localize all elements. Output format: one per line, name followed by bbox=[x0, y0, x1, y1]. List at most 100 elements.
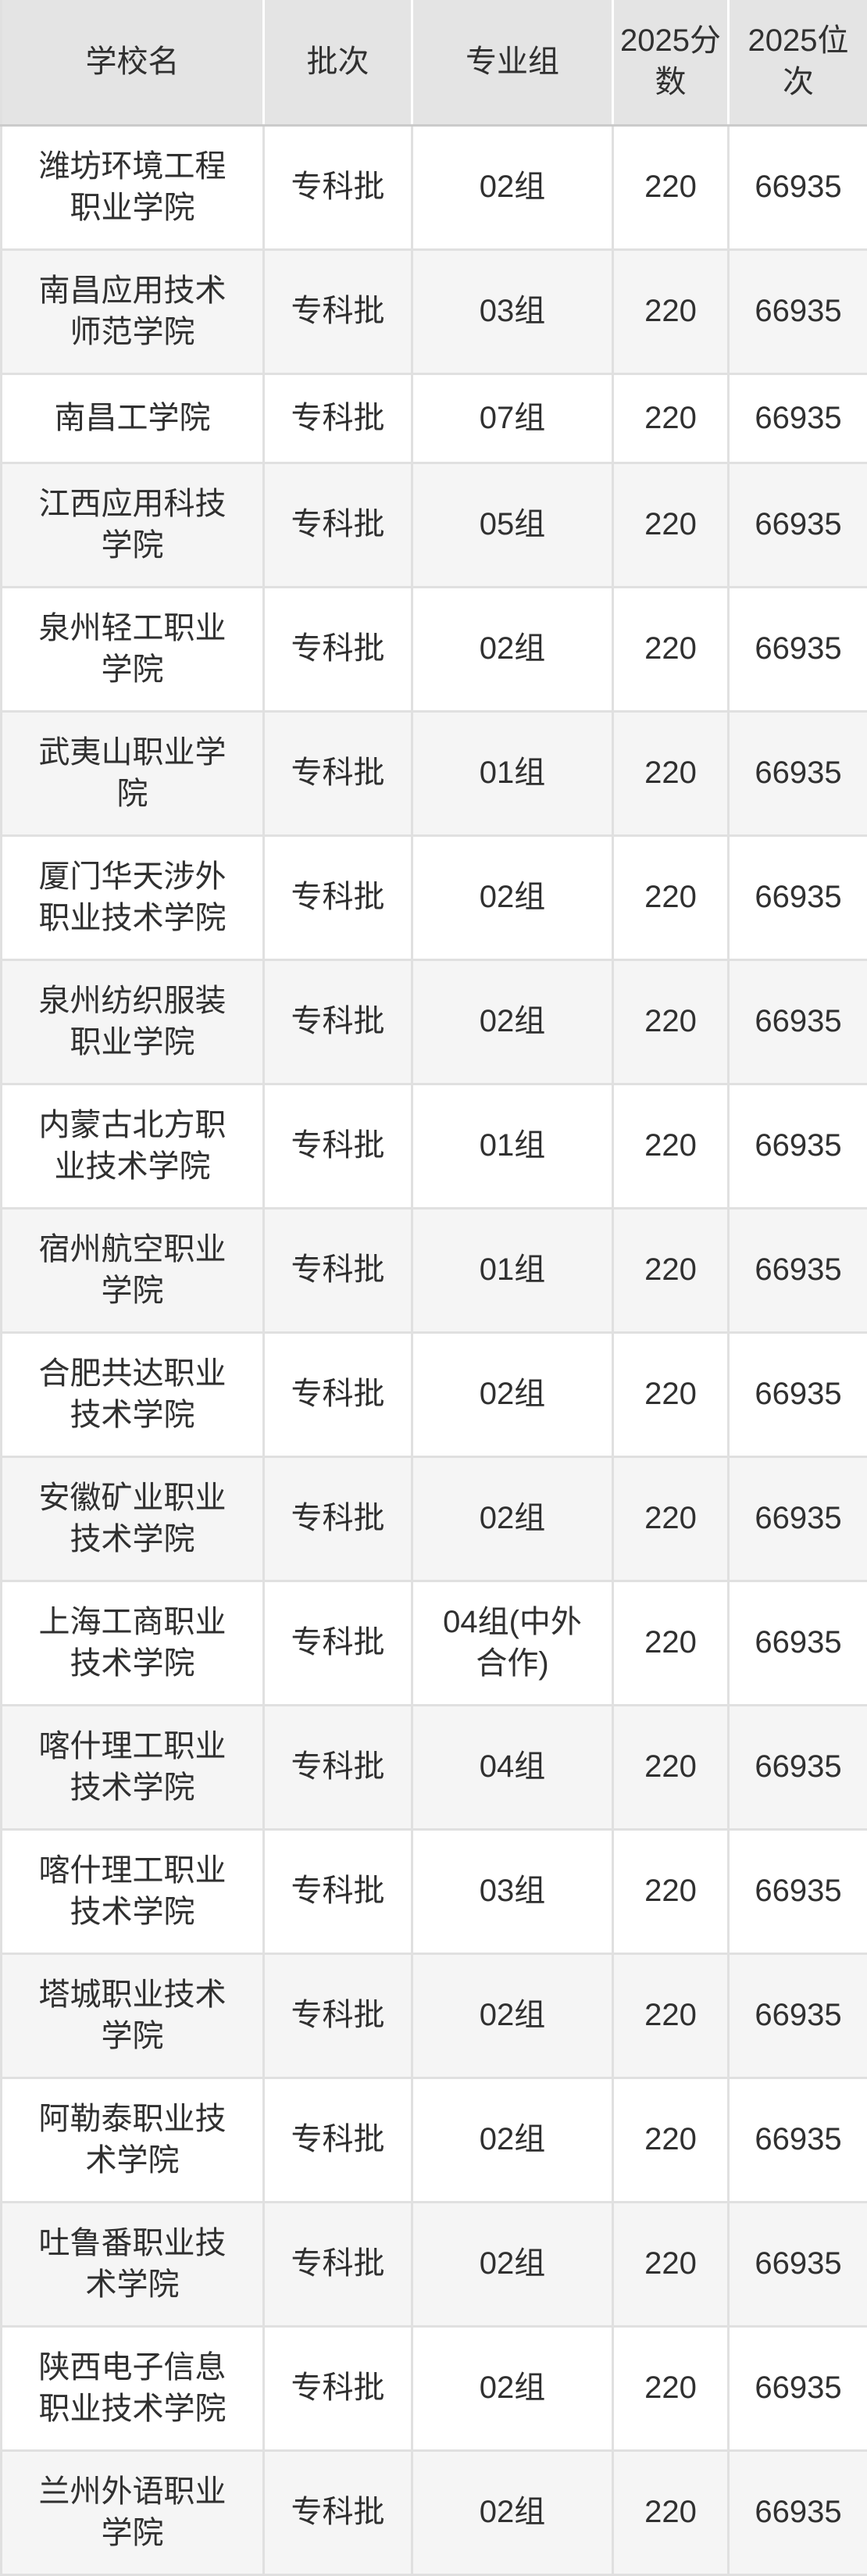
score-cell: 220 bbox=[613, 959, 729, 1084]
batch-cell: 专科批 bbox=[264, 1456, 412, 1581]
school-cell: 厦门华天涉外职业技术学院 bbox=[2, 835, 264, 959]
score-cell: 220 bbox=[613, 2078, 729, 2202]
header-row: 学校名 批次 专业组 2025分数 2025位次 bbox=[2, 0, 867, 125]
table-row: 泉州纺织服装职业学院 专科批 02组 220 66935 bbox=[2, 959, 867, 1084]
score-cell: 220 bbox=[613, 1829, 729, 1953]
school-cell: 塔城职业技术学院 bbox=[2, 1953, 264, 2078]
school-cell: 南昌应用技术师范学院 bbox=[2, 249, 264, 373]
rank-cell: 66935 bbox=[729, 2078, 867, 2202]
batch-cell: 专科批 bbox=[264, 711, 412, 835]
school-cell: 兰州外语职业学院 bbox=[2, 2450, 264, 2574]
table-row: 厦门华天涉外职业技术学院 专科批 02组 220 66935 bbox=[2, 835, 867, 959]
score-cell: 220 bbox=[613, 1456, 729, 1581]
rank-cell: 66935 bbox=[729, 2450, 867, 2574]
batch-cell: 专科批 bbox=[264, 2202, 412, 2326]
score-cell: 220 bbox=[613, 835, 729, 959]
rank-cell: 66935 bbox=[729, 2202, 867, 2326]
score-cell: 220 bbox=[613, 125, 729, 249]
score-cell: 220 bbox=[613, 2326, 729, 2450]
rank-cell: 66935 bbox=[729, 1829, 867, 1953]
score-cell: 220 bbox=[613, 463, 729, 587]
table-row: 喀什理工职业技术学院 专科批 03组 220 66935 bbox=[2, 1829, 867, 1953]
batch-cell: 专科批 bbox=[264, 1829, 412, 1953]
batch-cell: 专科批 bbox=[264, 1084, 412, 1208]
col-header-school: 学校名 bbox=[2, 0, 264, 125]
group-cell: 07组 bbox=[412, 373, 613, 463]
school-cell: 喀什理工职业技术学院 bbox=[2, 1705, 264, 1829]
group-cell: 02组 bbox=[412, 587, 613, 711]
table-row: 上海工商职业技术学院 专科批 04组(中外合作) 220 66935 bbox=[2, 1581, 867, 1705]
score-cell: 220 bbox=[613, 1705, 729, 1829]
score-cell: 220 bbox=[613, 1581, 729, 1705]
group-cell: 02组 bbox=[412, 2450, 613, 2574]
table-row: 宿州航空职业学院 专科批 01组 220 66935 bbox=[2, 1208, 867, 1332]
score-cell: 220 bbox=[613, 1084, 729, 1208]
batch-cell: 专科批 bbox=[264, 1332, 412, 1456]
group-cell: 02组 bbox=[412, 125, 613, 249]
school-cell: 安徽矿业职业技术学院 bbox=[2, 1456, 264, 1581]
group-cell: 02组 bbox=[412, 1332, 613, 1456]
school-cell: 上海工商职业技术学院 bbox=[2, 1581, 264, 1705]
score-cell: 220 bbox=[613, 711, 729, 835]
group-cell: 02组 bbox=[412, 835, 613, 959]
rank-cell: 66935 bbox=[729, 463, 867, 587]
score-cell: 220 bbox=[613, 249, 729, 373]
rank-cell: 66935 bbox=[729, 1953, 867, 2078]
table-row: 陕西电子信息职业技术学院 专科批 02组 220 66935 bbox=[2, 2326, 867, 2450]
batch-cell: 专科批 bbox=[264, 1705, 412, 1829]
rank-cell: 66935 bbox=[729, 373, 867, 463]
col-header-score: 2025分数 bbox=[613, 0, 729, 125]
rank-cell: 66935 bbox=[729, 249, 867, 373]
group-cell: 03组 bbox=[412, 249, 613, 373]
school-cell: 合肥共达职业技术学院 bbox=[2, 1332, 264, 1456]
school-cell: 武夷山职业学院 bbox=[2, 711, 264, 835]
score-cell: 220 bbox=[613, 1332, 729, 1456]
group-cell: 02组 bbox=[412, 2326, 613, 2450]
col-header-batch: 批次 bbox=[264, 0, 412, 125]
batch-cell: 专科批 bbox=[264, 463, 412, 587]
col-header-rank: 2025位次 bbox=[729, 0, 867, 125]
table-row: 吐鲁番职业技术学院 专科批 02组 220 66935 bbox=[2, 2202, 867, 2326]
table-row: 泉州轻工职业学院 专科批 02组 220 66935 bbox=[2, 587, 867, 711]
table-row: 安徽矿业职业技术学院 专科批 02组 220 66935 bbox=[2, 1456, 867, 1581]
batch-cell: 专科批 bbox=[264, 2450, 412, 2574]
school-cell: 陕西电子信息职业技术学院 bbox=[2, 2326, 264, 2450]
rank-cell: 66935 bbox=[729, 1208, 867, 1332]
table-row: 塔城职业技术学院 专科批 02组 220 66935 bbox=[2, 1953, 867, 2078]
school-cell: 泉州纺织服装职业学院 bbox=[2, 959, 264, 1084]
group-cell: 04组 bbox=[412, 1705, 613, 1829]
table-row: 内蒙古北方职业技术学院 专科批 01组 220 66935 bbox=[2, 1084, 867, 1208]
rank-cell: 66935 bbox=[729, 2326, 867, 2450]
table-row: 江西应用科技学院 专科批 05组 220 66935 bbox=[2, 463, 867, 587]
group-cell: 02组 bbox=[412, 1953, 613, 2078]
rank-cell: 66935 bbox=[729, 1332, 867, 1456]
school-cell: 喀什理工职业技术学院 bbox=[2, 1829, 264, 1953]
school-cell: 南昌工学院 bbox=[2, 373, 264, 463]
group-cell: 02组 bbox=[412, 1456, 613, 1581]
score-cell: 220 bbox=[613, 1208, 729, 1332]
batch-cell: 专科批 bbox=[264, 2078, 412, 2202]
group-cell: 02组 bbox=[412, 2078, 613, 2202]
table-row: 兰州外语职业学院 专科批 02组 220 66935 bbox=[2, 2450, 867, 2574]
group-cell: 02组 bbox=[412, 2202, 613, 2326]
rank-cell: 66935 bbox=[729, 835, 867, 959]
rank-cell: 66935 bbox=[729, 959, 867, 1084]
batch-cell: 专科批 bbox=[264, 835, 412, 959]
table-row: 南昌工学院 专科批 07组 220 66935 bbox=[2, 373, 867, 463]
table-row: 南昌应用技术师范学院 专科批 03组 220 66935 bbox=[2, 249, 867, 373]
rank-cell: 66935 bbox=[729, 1705, 867, 1829]
score-cell: 220 bbox=[613, 2202, 729, 2326]
score-cell: 220 bbox=[613, 587, 729, 711]
rank-cell: 66935 bbox=[729, 125, 867, 249]
score-cell: 220 bbox=[613, 1953, 729, 2078]
col-header-group: 专业组 bbox=[412, 0, 613, 125]
rank-cell: 66935 bbox=[729, 587, 867, 711]
group-cell: 03组 bbox=[412, 1829, 613, 1953]
batch-cell: 专科批 bbox=[264, 1208, 412, 1332]
score-cell: 220 bbox=[613, 2450, 729, 2574]
rank-cell: 66935 bbox=[729, 1456, 867, 1581]
batch-cell: 专科批 bbox=[264, 125, 412, 249]
group-cell: 02组 bbox=[412, 959, 613, 1084]
school-cell: 吐鲁番职业技术学院 bbox=[2, 2202, 264, 2326]
